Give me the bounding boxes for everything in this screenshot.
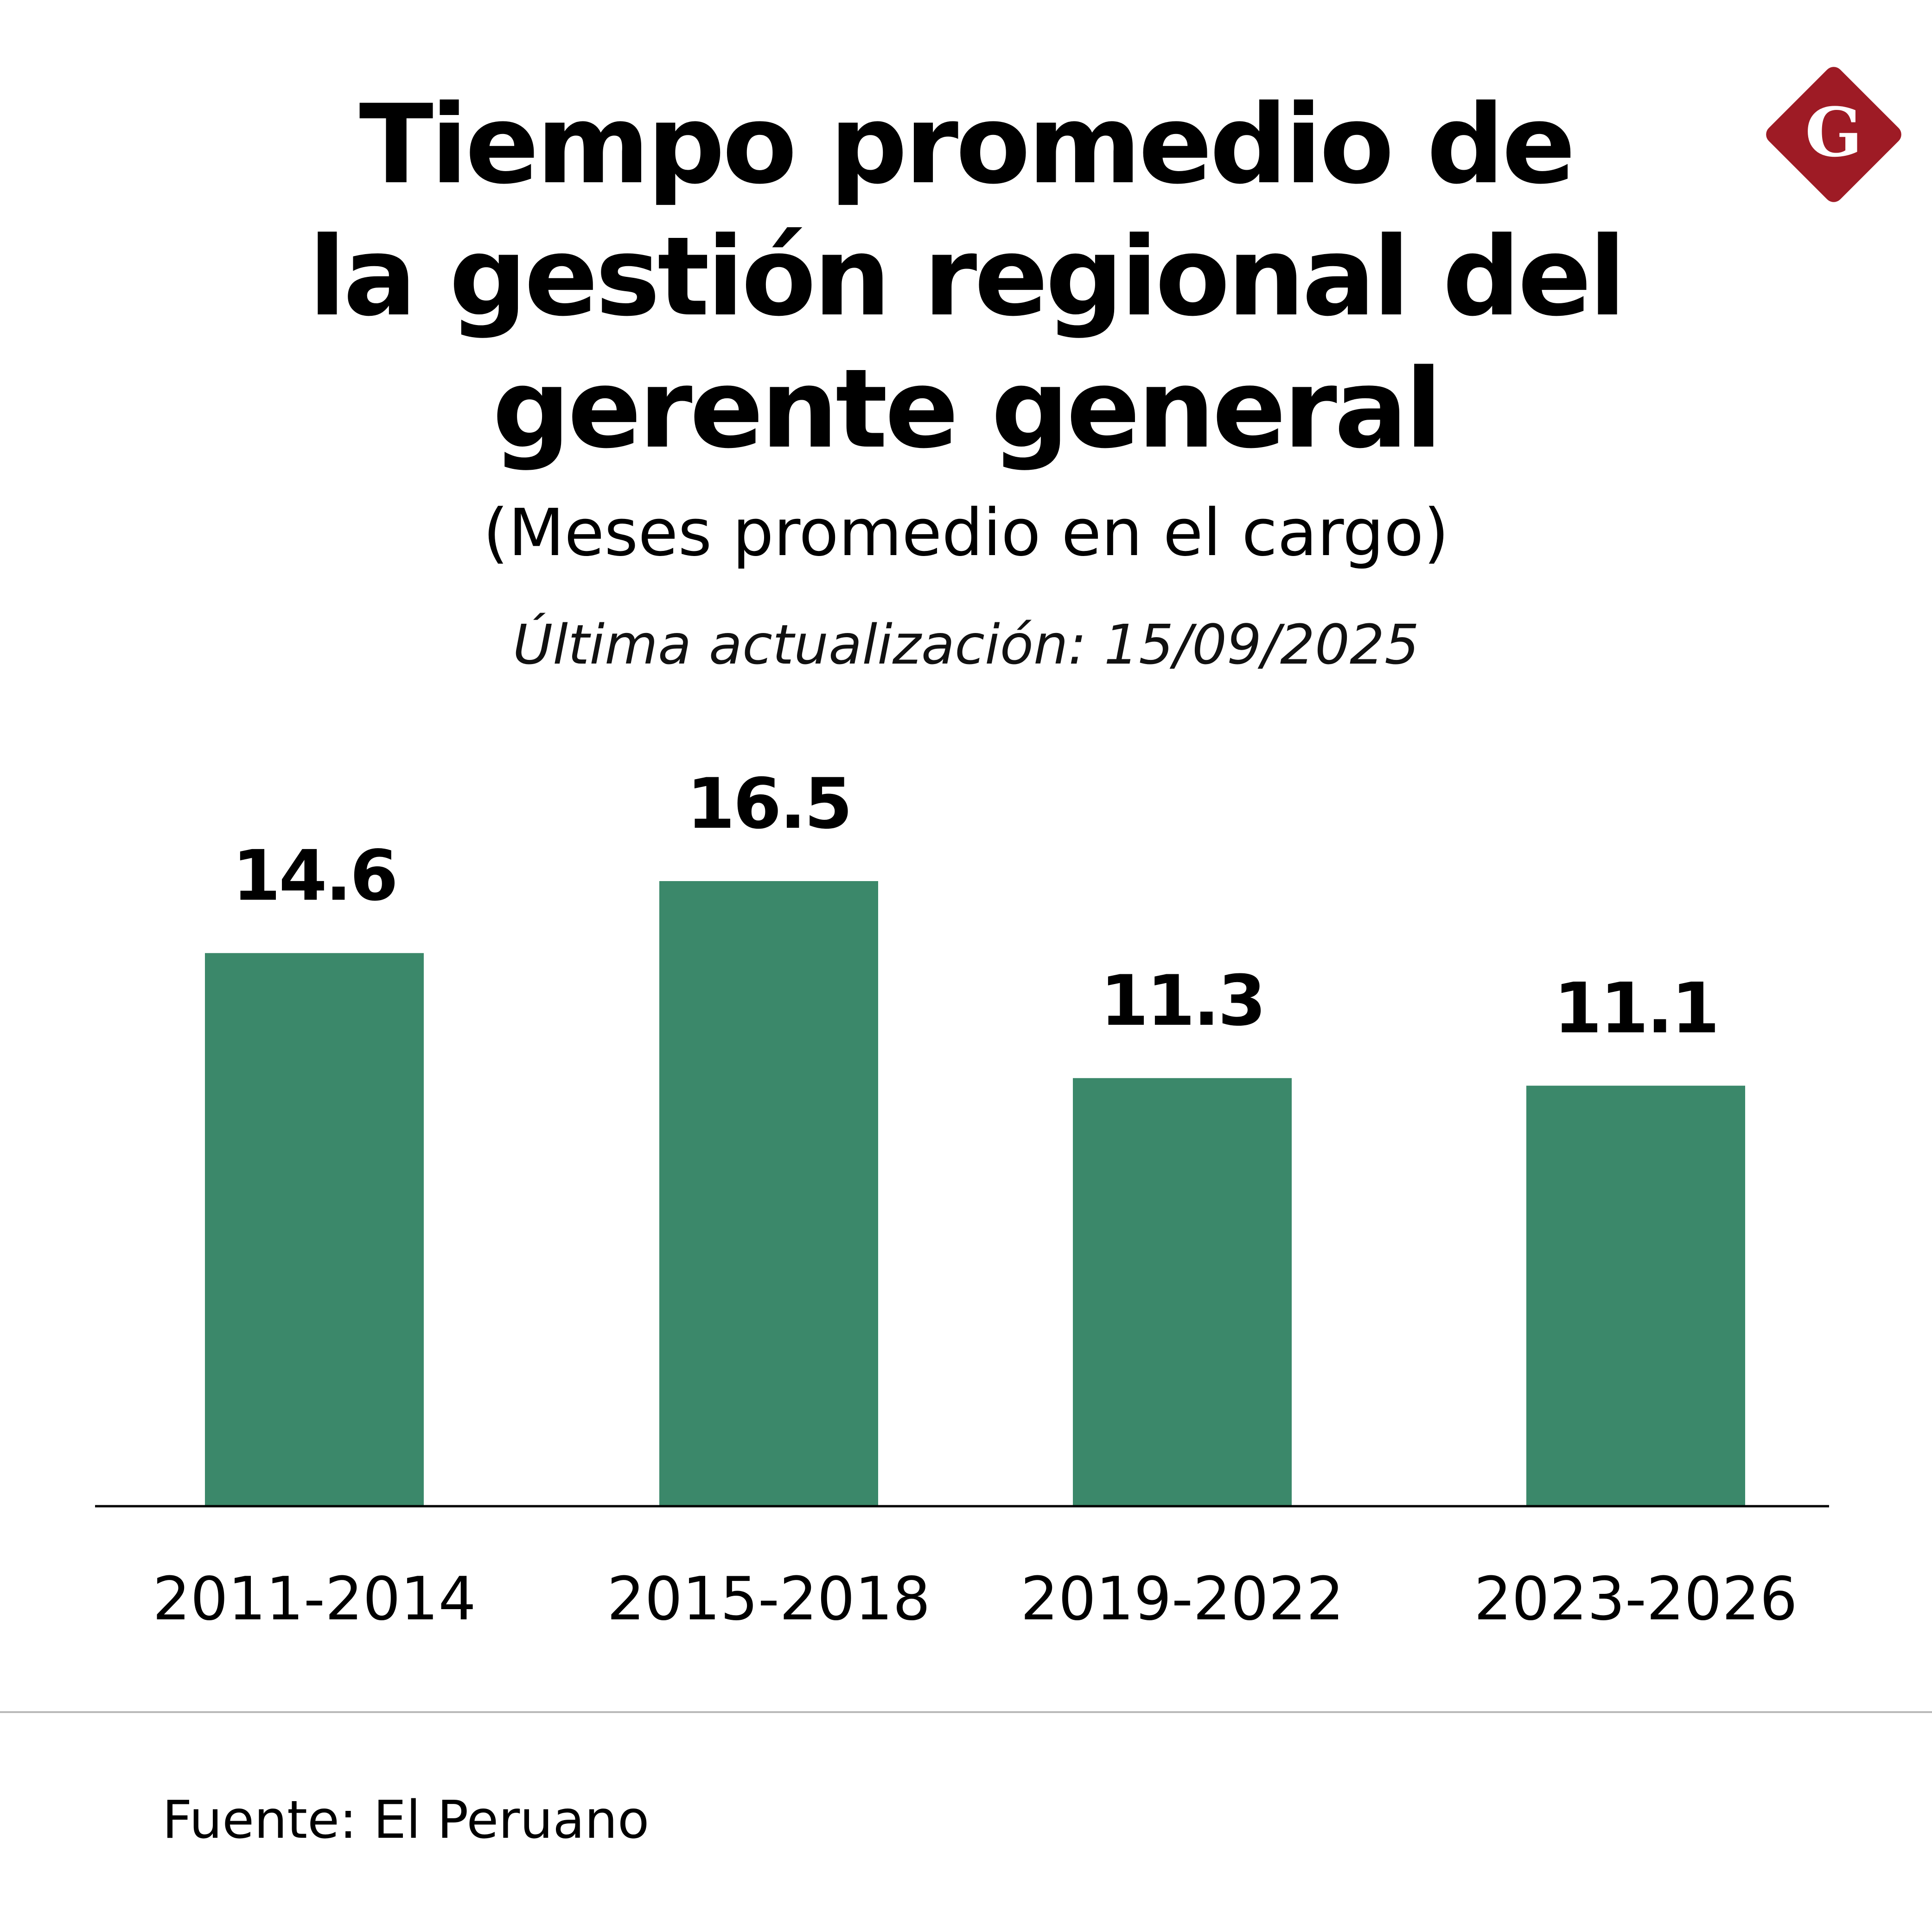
category-label: 2023-2026 — [1474, 1565, 1798, 1634]
logo-letter: G — [1805, 93, 1862, 172]
bar-2015-2018 — [659, 881, 878, 1506]
bar-2011-2014 — [205, 953, 424, 1506]
source-note: Fuente: El Peruano — [162, 1790, 650, 1850]
category-label: 2011-2014 — [153, 1565, 476, 1634]
title-line-3: gerente general — [492, 346, 1442, 473]
divider — [0, 1711, 1932, 1713]
category-label: 2015-2018 — [607, 1565, 931, 1634]
chart-title: Tiempo promedio de la gestión regional d… — [0, 79, 1932, 475]
category-labels-group: 2011-2014 2015-2018 2019-2022 2023-2026 — [153, 1565, 1798, 1634]
category-label: 2019-2022 — [1020, 1565, 1344, 1634]
value-label: 14.6 — [232, 836, 396, 916]
bar-chart: 14.6 16.5 11.3 11.1 2011-2014 2015-2018 2019-… — [95, 764, 1829, 1634]
last-updated: Última actualización: 15/09/2025 — [512, 613, 1420, 677]
bar-2019-2022 — [1073, 1078, 1292, 1506]
value-label: 11.3 — [1100, 961, 1264, 1042]
bars-group — [205, 881, 1745, 1506]
title-line-1: Tiempo promedio de — [359, 82, 1575, 208]
bar-2023-2026 — [1526, 1086, 1745, 1506]
value-label: 16.5 — [687, 764, 851, 844]
title-line-2: la gestión regional del — [308, 214, 1626, 340]
logo-diamond — [1766, 67, 1901, 202]
value-labels-group: 14.6 16.5 11.3 11.1 — [232, 764, 1720, 1049]
gestion-logo-icon: G — [1766, 67, 1901, 202]
chart-subtitle: (Meses promedio en el cargo) — [483, 495, 1449, 571]
value-label: 11.1 — [1554, 968, 1718, 1049]
